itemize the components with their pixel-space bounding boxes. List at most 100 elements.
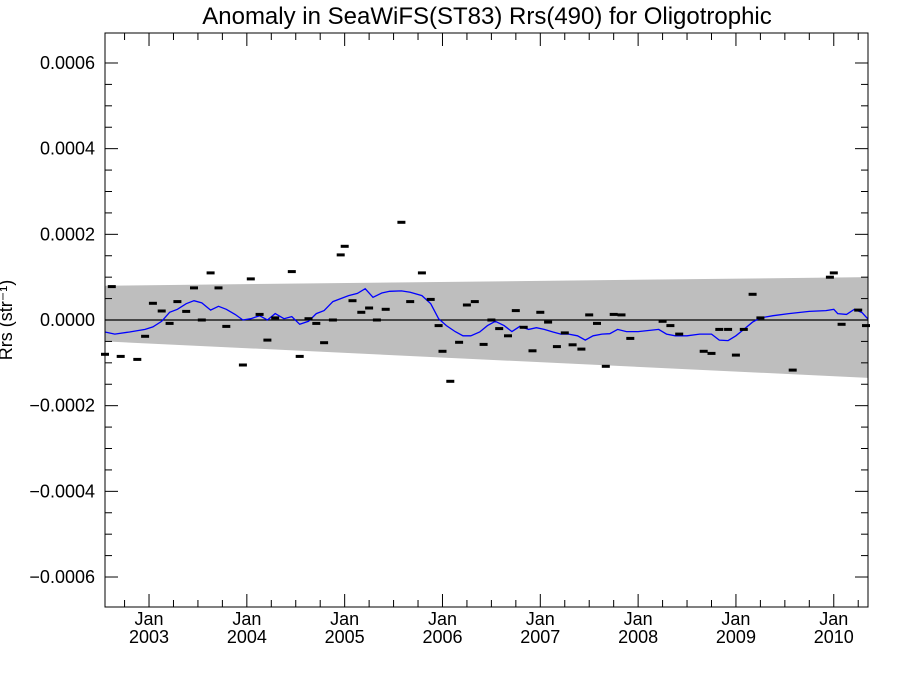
data-point-50 — [536, 310, 545, 314]
y-tick-label: 0.0002 — [40, 224, 95, 244]
data-point-40 — [455, 340, 464, 344]
data-point-53 — [560, 331, 569, 335]
x-tick-month-label: Jan — [330, 609, 359, 629]
y-tick-label: −0.0002 — [29, 396, 95, 416]
data-point-33 — [397, 220, 406, 224]
data-point-37 — [434, 324, 443, 328]
y-tick-label: −0.0004 — [29, 481, 95, 501]
data-point-74 — [825, 275, 834, 279]
data-point-73 — [788, 368, 797, 372]
data-point-29 — [357, 310, 366, 314]
data-point-36 — [426, 297, 435, 301]
data-point-66 — [707, 351, 716, 355]
data-point-21 — [295, 354, 304, 358]
data-point-18 — [263, 338, 272, 342]
data-point-64 — [675, 332, 684, 336]
data-point-76 — [837, 322, 846, 326]
x-tick-year-label: 2006 — [422, 627, 462, 647]
smoothed-series-line — [104, 287, 869, 342]
data-point-59 — [609, 312, 618, 316]
data-point-24 — [320, 341, 329, 345]
data-point-78 — [862, 324, 870, 328]
data-point-1 — [107, 285, 116, 289]
data-point-51 — [544, 320, 553, 324]
data-point-8 — [173, 300, 182, 304]
data-point-43 — [479, 342, 488, 346]
y-axis-label: Rrs (str⁻¹) — [0, 280, 16, 360]
data-point-2 — [116, 354, 125, 358]
x-tick-month-label: Jan — [721, 609, 750, 629]
x-tick-year-label: 2008 — [618, 627, 658, 647]
y-tick-label: 0.0006 — [40, 53, 95, 73]
data-point-71 — [748, 292, 757, 296]
data-point-26 — [336, 253, 345, 257]
data-point-54 — [568, 343, 577, 347]
data-point-25 — [328, 318, 337, 322]
data-point-28 — [348, 299, 357, 303]
data-point-11 — [197, 318, 206, 322]
data-point-68 — [724, 327, 733, 331]
data-point-20 — [287, 270, 296, 274]
x-tick-month-label: Jan — [428, 609, 457, 629]
data-point-23 — [312, 321, 321, 325]
x-tick-year-label: 2004 — [227, 627, 267, 647]
data-point-65 — [699, 349, 708, 353]
x-tick-year-label: 2003 — [129, 627, 169, 647]
data-point-77 — [854, 308, 863, 312]
data-point-12 — [206, 271, 215, 275]
data-point-39 — [446, 379, 455, 383]
x-tick-year-label: 2005 — [325, 627, 365, 647]
data-point-41 — [462, 303, 471, 307]
data-point-38 — [438, 349, 447, 353]
data-point-17 — [255, 312, 264, 316]
data-point-69 — [731, 353, 740, 357]
data-point-27 — [340, 244, 349, 248]
data-point-22 — [304, 317, 313, 321]
x-tick-year-label: 2009 — [716, 627, 756, 647]
x-tick-month-label: Jan — [624, 609, 653, 629]
x-tick-month-label: Jan — [135, 609, 164, 629]
data-point-48 — [519, 325, 528, 329]
data-point-14 — [222, 324, 231, 328]
data-point-34 — [406, 300, 415, 304]
data-point-72 — [756, 316, 765, 320]
data-point-47 — [511, 309, 520, 313]
data-point-70 — [739, 327, 748, 331]
data-point-4 — [141, 334, 150, 338]
data-point-42 — [470, 300, 479, 304]
data-point-75 — [829, 271, 838, 275]
data-point-63 — [666, 324, 675, 328]
data-point-44 — [487, 318, 496, 322]
y-tick-label: 0.0004 — [40, 139, 95, 159]
data-point-19 — [271, 316, 280, 320]
data-point-16 — [246, 277, 255, 281]
x-tick-month-label: Jan — [819, 609, 848, 629]
data-point-32 — [381, 307, 390, 311]
data-point-31 — [372, 318, 381, 322]
data-point-56 — [585, 313, 594, 317]
chart-title: Anomaly in SeaWiFS(ST83) Rrs(490) for Ol… — [202, 3, 772, 30]
data-point-62 — [658, 319, 667, 323]
data-point-57 — [593, 321, 601, 325]
data-point-60 — [617, 313, 626, 317]
y-tick-label: −0.0006 — [29, 567, 95, 587]
data-point-10 — [190, 286, 198, 290]
x-tick-year-label: 2007 — [520, 627, 560, 647]
data-point-45 — [495, 327, 504, 331]
y-tick-label: 0.0000 — [40, 310, 95, 330]
data-point-3 — [133, 357, 142, 361]
plot-area: 0.0006 0.0004 0.0002 0.0000 −0.0002 −0.0004 −0… — [29, 32, 870, 647]
data-point-46 — [504, 334, 512, 338]
data-point-52 — [552, 345, 561, 349]
data-point-67 — [715, 327, 724, 331]
data-point-7 — [165, 321, 174, 325]
data-point-13 — [214, 286, 223, 290]
data-point-49 — [528, 349, 537, 353]
data-point-55 — [577, 347, 586, 351]
data-point-58 — [601, 364, 610, 368]
data-point-5 — [148, 301, 157, 305]
data-point-35 — [417, 271, 426, 275]
data-point-61 — [626, 336, 635, 340]
data-point-9 — [182, 309, 191, 313]
